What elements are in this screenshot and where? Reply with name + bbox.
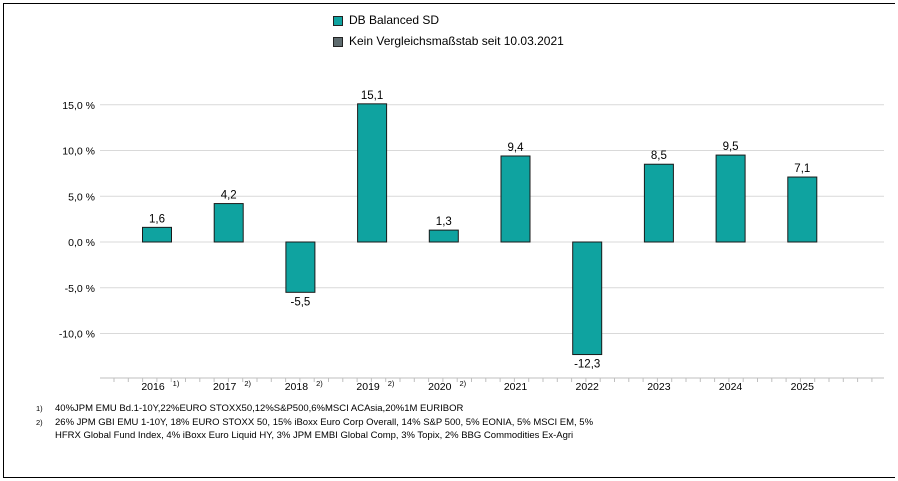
x-tick-footnote-mark: 2) <box>388 379 395 388</box>
x-tick-label: 2024 <box>719 381 743 393</box>
data-label: 9,5 <box>723 141 739 153</box>
x-tick-label: 2021 <box>504 381 528 393</box>
legend-label-fund: DB Balanced SD <box>349 13 440 27</box>
bar <box>787 176 818 243</box>
legend-swatch-benchmark <box>333 36 343 47</box>
data-label: -12,3 <box>574 359 600 371</box>
y-tick-label: 15,0 % <box>62 100 95 112</box>
x-tick-footnote-mark: 1) <box>173 379 180 388</box>
y-tick-label: 5,0 % <box>68 191 95 203</box>
legend-item-fund[interactable]: DB Balanced SD <box>333 10 564 31</box>
footnote-text: 40%JPM EMU Bd.1-10Y,22%EURO STOXX50,12%S… <box>55 403 464 414</box>
bar <box>142 226 172 243</box>
bar <box>285 241 316 293</box>
legend-label-benchmark: Kein Vergleichsmaßstab seit 10.03.2021 <box>349 34 564 48</box>
bar <box>572 241 603 356</box>
x-tick-label: 2023 <box>647 381 671 393</box>
y-tick-label: 0,0 % <box>68 237 95 249</box>
data-label: -5,5 <box>290 296 310 308</box>
bar <box>500 155 531 243</box>
bar <box>428 229 459 243</box>
x-tick-label: 2017 <box>213 381 237 393</box>
data-label: 7,1 <box>794 163 810 175</box>
x-tick-label: 2025 <box>791 381 815 393</box>
bar <box>213 203 244 243</box>
data-label: 8,5 <box>651 150 667 162</box>
bar <box>643 163 674 243</box>
x-tick-label: 2020 <box>428 381 452 393</box>
x-tick-label: 2016 <box>141 381 165 393</box>
footnote-2: 2) 26% JPM GBI EMU 1-10Y, 18% EURO STOXX… <box>36 416 596 443</box>
footnote-mark: 1) <box>36 404 43 413</box>
x-tick-label: 2018 <box>285 381 309 393</box>
footnote-text: 26% JPM GBI EMU 1-10Y, 18% EURO STOXX 50… <box>55 416 594 442</box>
data-label: 9,4 <box>508 142 525 154</box>
bar <box>715 154 746 243</box>
x-tick-label: 2019 <box>356 381 380 393</box>
footnote-mark: 2) <box>36 417 43 427</box>
x-tick-label: 2022 <box>576 381 600 393</box>
data-label: 1,3 <box>436 216 452 228</box>
legend-item-benchmark[interactable]: Kein Vergleichsmaßstab seit 10.03.2021 <box>333 31 564 52</box>
y-tick-label: 10,0 % <box>62 146 95 158</box>
footnotes: 1) 40%JPM EMU Bd.1-10Y,22%EURO STOXX50,1… <box>36 402 596 443</box>
y-tick-label: -5,0 % <box>65 283 95 295</box>
footnote-1: 1) 40%JPM EMU Bd.1-10Y,22%EURO STOXX50,1… <box>36 402 596 416</box>
legend: DB Balanced SD Kein Vergleichsmaßstab se… <box>333 10 564 52</box>
data-label: 15,1 <box>361 90 383 102</box>
x-tick-footnote-mark: 2) <box>316 379 323 388</box>
bar <box>357 103 388 243</box>
x-tick-footnote-mark: 2) <box>459 379 466 388</box>
x-tick-footnote-mark: 2) <box>244 379 251 388</box>
chart-frame <box>3 3 895 478</box>
y-tick-label: -10,0 % <box>59 329 95 341</box>
legend-swatch-fund <box>333 15 343 26</box>
data-label: 1,6 <box>149 213 165 225</box>
data-label: 4,2 <box>221 190 237 202</box>
